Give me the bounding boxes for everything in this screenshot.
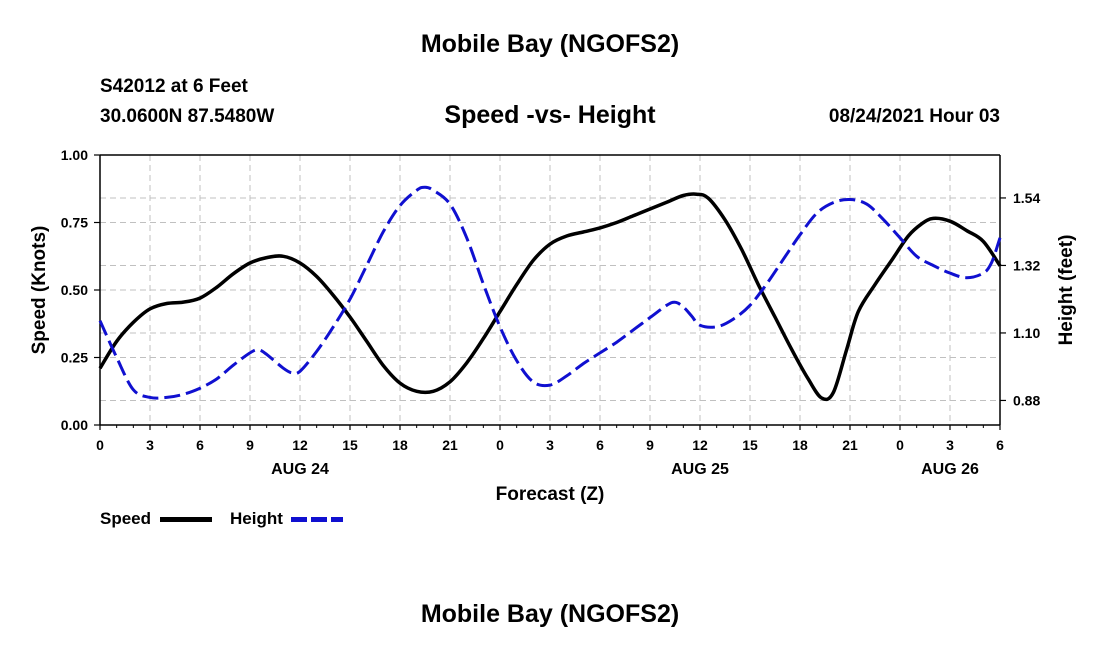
y-left-tick-label: 0.75 [61,215,88,231]
y-right-tick-label: 0.88 [1013,392,1040,408]
y-left-tick-label: 0.25 [61,350,88,366]
forecast-timestamp: 08/24/2021 Hour 03 [828,106,1000,127]
x-tick-label: 18 [392,437,408,453]
station-label: S42012 at 6 Feet [100,76,248,97]
y-right-tick-label: 1.10 [1013,325,1040,341]
y-right-axis-title: Height (feet) [1056,235,1077,346]
chart-title: Mobile Bay (NGOFS2) [420,30,680,58]
height-series-line [98,185,1002,400]
legend-height-label: Height [230,509,283,528]
x-tick-label: 0 [496,437,504,453]
y-left-tick-label: 0.50 [61,282,88,298]
legend-height-swatch [291,517,343,522]
x-date-label: AUG 26 [921,461,979,478]
x-tick-label: 0 [96,437,104,453]
x-tick-label: 21 [842,437,858,453]
y-right-tick-label: 1.32 [1013,257,1040,273]
x-tick-label: 6 [596,437,604,453]
y-right-tick-label: 1.54 [1013,190,1040,206]
x-date-label: AUG 25 [671,461,729,478]
station-coordinates: 30.0600N 87.5480W [100,106,275,127]
y-left-tick-label: 1.00 [61,147,88,163]
y-left-axis-title: Speed (Knots) [29,226,50,355]
legend-speed-swatch [160,517,212,522]
x-tick-label: 9 [246,437,254,453]
x-tick-label: 12 [692,437,708,453]
legend-speed-label: Speed [100,509,152,528]
chart-subtitle: Speed -vs- Height [444,101,656,129]
x-tick-label: 18 [792,437,808,453]
x-tick-label: 15 [742,437,758,453]
x-date-label: AUG 24 [271,461,329,478]
y-left-tick-label: 0.00 [61,417,88,433]
x-tick-label: 3 [946,437,954,453]
speed-series-line [98,192,1002,402]
x-tick-label: 6 [196,437,204,453]
x-tick-label: 12 [292,437,308,453]
x-tick-label: 9 [646,437,654,453]
footer-title: Mobile Bay (NGOFS2) [420,600,680,628]
x-axis-title: Forecast (Z) [496,484,605,505]
x-tick-label: 3 [546,437,554,453]
x-tick-label: 6 [996,437,1004,453]
x-tick-label: 0 [896,437,904,453]
x-tick-label: 15 [342,437,358,453]
x-tick-label: 21 [442,437,458,453]
x-tick-label: 3 [146,437,154,453]
